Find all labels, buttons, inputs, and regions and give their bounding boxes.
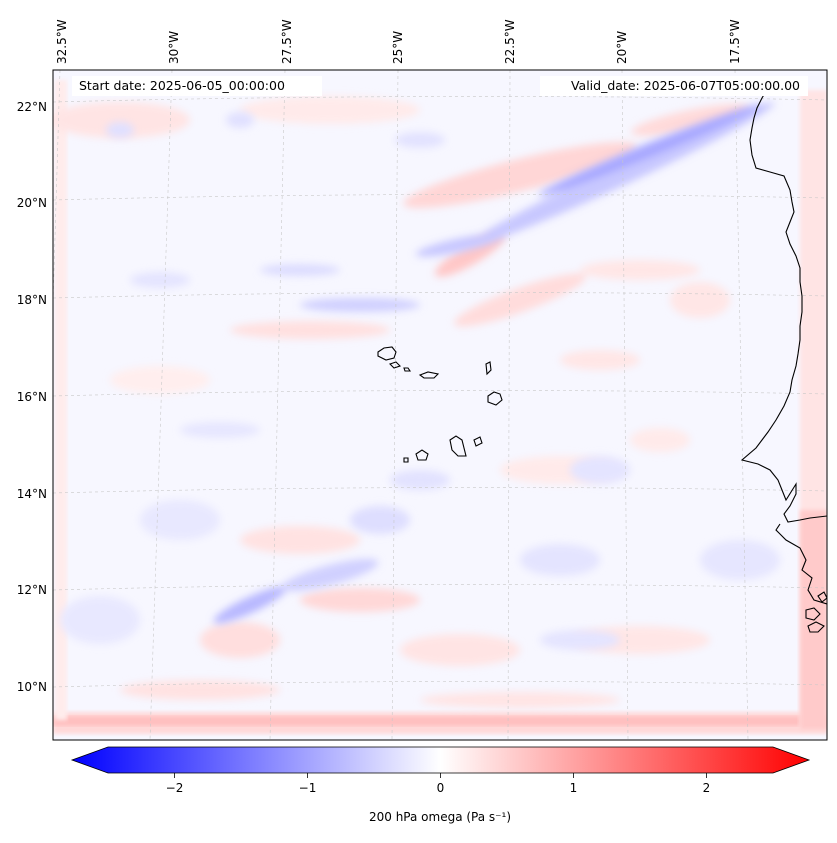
lat-label-18n: 18°N xyxy=(17,293,47,307)
colorbar-tick-label: −1 xyxy=(299,781,317,795)
start-date-box xyxy=(72,76,322,96)
fogo-island xyxy=(415,449,429,461)
lon-label-30w: 30°W xyxy=(167,31,181,64)
lat-label-14n: 14°N xyxy=(17,487,47,501)
boundary-band-left xyxy=(55,80,67,720)
santo-antao-island xyxy=(377,346,397,361)
lon-label-27-5w: 27.5°W xyxy=(280,19,294,64)
coastlines xyxy=(377,87,827,633)
lat-label-12n: 12°N xyxy=(17,583,47,597)
lat-label-10n: 10°N xyxy=(17,680,47,694)
start-date-label: Start date: 2025-06-05_00:00:00 xyxy=(79,78,285,93)
africa-coastline-south xyxy=(775,523,827,605)
meridian-22-5w xyxy=(507,70,511,740)
parallel-12n xyxy=(53,584,827,591)
sao-nicolau-island xyxy=(418,371,440,379)
parallel-10n xyxy=(53,681,827,688)
santiago-island xyxy=(449,435,467,457)
lat-label-22n: 22°N xyxy=(17,100,47,114)
lon-label-17-5w: 17.5°W xyxy=(728,19,742,64)
map-panel: Start date: 2025-06-05_00:00:00 Valid_da… xyxy=(52,69,828,741)
sao-vicente-island xyxy=(388,361,402,369)
colorbar-tick-label: −2 xyxy=(166,781,184,795)
lon-label-20w: 20°W xyxy=(615,31,629,64)
meridian-27-5w xyxy=(269,70,286,740)
boundary-band-bottom-core xyxy=(53,716,827,726)
parallel-16n xyxy=(53,390,827,397)
lat-label-16n: 16°N xyxy=(17,390,47,404)
lat-label-20n: 20°N xyxy=(17,196,47,210)
meridian-25w xyxy=(391,70,399,740)
sal-island xyxy=(485,361,492,376)
omega-field xyxy=(53,70,827,740)
africa-coastline xyxy=(740,87,827,523)
lon-label-25w: 25°W xyxy=(391,31,405,64)
lon-label-22-5w: 22.5°W xyxy=(503,19,517,64)
santa-luzia-island xyxy=(403,367,412,372)
colorbar-tick-label: 0 xyxy=(437,781,445,795)
colorbar-tick-label: 2 xyxy=(703,781,711,795)
bijagos-islands xyxy=(805,591,827,633)
map-frame xyxy=(52,69,828,741)
meridian-30w xyxy=(149,70,173,740)
negative-omega-patches xyxy=(60,102,780,650)
meridian-20w xyxy=(621,70,629,740)
parallel-22n xyxy=(53,96,827,103)
colorbar: −2 −1 0 1 2 200 hPa omega (Pa s⁻¹) xyxy=(70,746,811,824)
graticule xyxy=(53,70,827,740)
parallel-14n xyxy=(53,487,827,494)
lon-label-32-5w: 32.5°W xyxy=(55,19,69,64)
map-background xyxy=(53,70,827,740)
parallel-18n xyxy=(53,292,827,299)
colorbar-label: 200 hPa omega (Pa s⁻¹) xyxy=(369,810,511,824)
meridian-17-5w xyxy=(734,70,749,740)
colorbar-ticks: −2 −1 0 1 2 xyxy=(166,773,711,795)
longitude-labels: 32.5°W 30°W 27.5°W 25°W 22.5°W 20°W 17.5… xyxy=(55,19,742,64)
brava-island xyxy=(403,457,409,463)
parallel-20n xyxy=(53,194,827,201)
latitude-labels: 22°N 20°N 18°N 16°N 14°N 12°N 10°N xyxy=(17,100,47,694)
valid-date-box xyxy=(540,76,808,96)
positive-omega-patches xyxy=(53,96,749,708)
valid-date-label: Valid_date: 2025-06-07T05:00:00.00 xyxy=(571,78,800,93)
colorbar-gradient xyxy=(70,746,811,774)
maio-island xyxy=(473,436,483,447)
boa-vista-island xyxy=(487,391,503,406)
colorbar-tick-label: 1 xyxy=(570,781,578,795)
